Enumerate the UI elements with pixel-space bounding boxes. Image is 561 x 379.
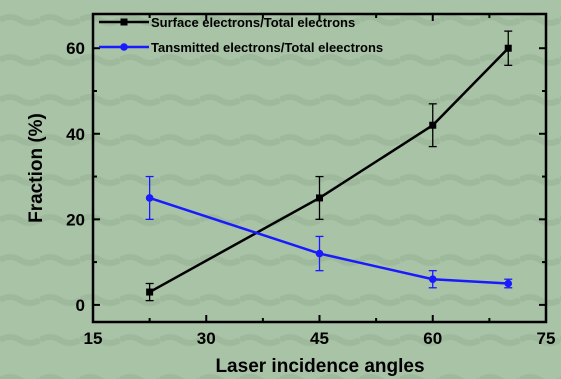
legend: Surface electrons/Total electrons Tansmit… — [99, 15, 383, 55]
data-point — [504, 279, 513, 288]
data-point — [428, 275, 437, 284]
x-tick-label: 60 — [423, 329, 442, 348]
x-tick-label: 75 — [537, 329, 556, 348]
series-1 — [145, 30, 513, 302]
series-layer — [145, 30, 513, 302]
data-point — [316, 194, 323, 202]
tick-labels: 15 30 45 60 75 0 20 40 60 — [66, 39, 555, 348]
legend-label: Tansmitted electrons/Total eleectrons — [151, 40, 383, 55]
y-tick-label: 60 — [66, 39, 85, 58]
data-point — [315, 249, 324, 258]
series-line — [149, 47, 510, 294]
y-tick-label: 0 — [76, 296, 85, 315]
y-tick-label: 40 — [66, 125, 85, 144]
data-point — [504, 44, 512, 52]
series-2 — [145, 175, 513, 289]
x-tick-label: 45 — [310, 329, 329, 348]
y-tick-label: 20 — [66, 210, 85, 229]
legend-label: Surface electrons/Total electrons — [151, 15, 355, 30]
data-point — [146, 288, 154, 296]
legend-marker — [120, 43, 128, 51]
x-tick-label: 15 — [84, 329, 103, 348]
y-axis-title: Fraction (%) — [26, 113, 47, 223]
x-tick-label: 30 — [197, 329, 216, 348]
data-point — [145, 194, 154, 202]
x-axis-title: Laser incidence angles — [215, 356, 424, 377]
legend-marker — [120, 18, 128, 26]
axis-ticks — [92, 14, 547, 322]
data-point — [429, 121, 437, 129]
series-line — [149, 196, 509, 285]
